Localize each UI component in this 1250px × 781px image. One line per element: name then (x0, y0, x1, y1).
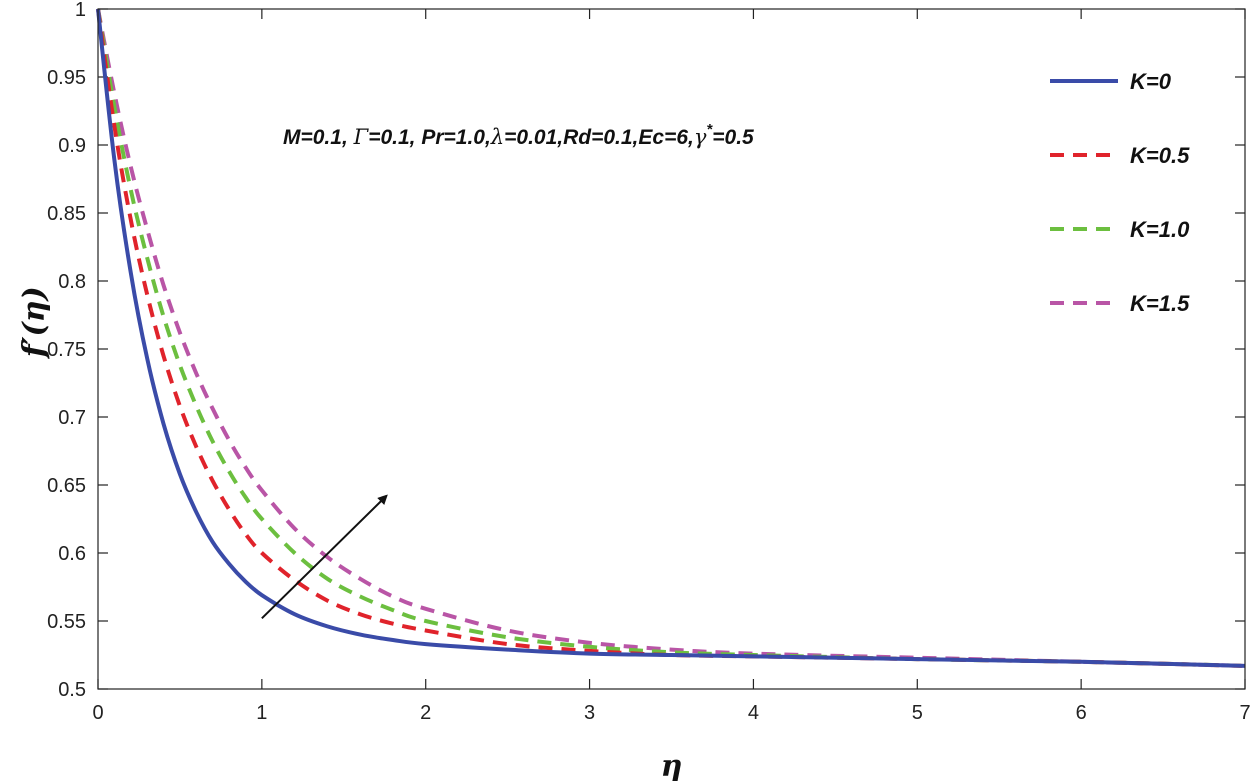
series-lines (96, 8, 1246, 668)
trend-arrow (261, 494, 388, 619)
x-tick-label: 2 (420, 702, 431, 724)
y-tick-label: 0.85 (47, 203, 86, 225)
annotation-part: * (706, 121, 713, 138)
annotation-part: M=0.1, (283, 126, 354, 149)
x-tick-label: 6 (1076, 702, 1087, 724)
annotation-part: Γ (353, 125, 370, 149)
y-tick-label: 0.8 (58, 271, 86, 293)
x-tick-label: 5 (912, 702, 923, 724)
parameter-annotation: M=0.1, Γ=0.1, Pr=1.0,λ=0.01,Rd=0.1,Ec=6,… (283, 121, 754, 149)
y-tick-label: 0.9 (58, 135, 86, 157)
y-tick-label: 0.6 (58, 543, 86, 565)
legend: K=0 K=0.5 K=1.0 K=1.5 (1050, 69, 1190, 316)
annotation-part: =0.01,Rd=0.1,Ec=6, (504, 126, 694, 149)
x-tick-label: 3 (584, 702, 595, 724)
legend-label: K=0 (1130, 69, 1172, 94)
y-tick-label: 0.55 (47, 611, 86, 633)
annotation-layer: M=0.1, Γ=0.1, Pr=1.0,λ=0.01,Rd=0.1,Ec=6,… (261, 121, 754, 619)
y-tick-label: 0.65 (47, 475, 86, 497)
annotation-part: γ (694, 125, 707, 149)
y-tick-label: 0.95 (47, 67, 86, 89)
annotation-part: λ (490, 125, 504, 149)
plot-area-frame (97, 8, 1246, 690)
series-line-2 (96, 8, 1246, 668)
annotation-part: =0.1, Pr=1.0, (368, 126, 491, 149)
axis-ticks: 0 1 2 3 4 5 6 7 0.5 0.55 0.6 0.65 0.7 0.75 0.8 0.85 0.9 0… (47, 0, 1250, 724)
annotation-part: =0.5 (712, 126, 754, 149)
legend-label: K=1.5 (1130, 291, 1190, 316)
series-line-3 (96, 8, 1246, 668)
x-tick-label: 1 (256, 702, 267, 724)
y-tick-label: 0.7 (58, 407, 86, 429)
y-tick-label: 0.75 (47, 339, 86, 361)
y-tick-label: 1 (75, 0, 86, 21)
y-tick-label: 0.5 (58, 679, 86, 701)
x-tick-label: 7 (1239, 702, 1250, 724)
x-axis-title: η (661, 749, 683, 781)
legend-label: K=0.5 (1130, 143, 1190, 168)
series-line-0 (96, 8, 1246, 668)
series-line-1 (96, 8, 1246, 668)
legend-label: K=1.0 (1130, 217, 1190, 242)
y-axis-title: f′(η) (17, 286, 52, 359)
x-tick-label: 0 (92, 702, 103, 724)
x-tick-label: 4 (748, 702, 759, 724)
